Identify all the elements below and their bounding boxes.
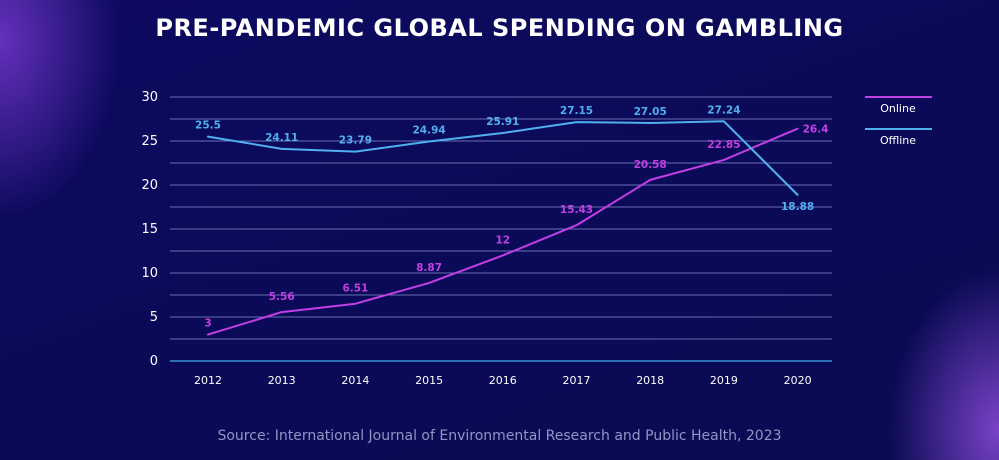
- series-line-online: [207, 127, 799, 336]
- x-tick-label: 2019: [710, 374, 738, 387]
- data-label-offline: 27.24: [707, 104, 740, 116]
- x-tick-label: 2016: [489, 374, 517, 387]
- data-label-online: 26.4: [803, 124, 829, 136]
- y-tick-label: 25: [141, 134, 158, 149]
- x-tick-label: 2020: [784, 374, 812, 387]
- data-label-offline: 24.94: [412, 125, 445, 137]
- data-label-offline: 25.91: [486, 116, 519, 128]
- data-label-offline: 27.05: [634, 106, 667, 118]
- x-tick-label: 2014: [341, 374, 369, 387]
- legend-label-offline: Offline: [880, 134, 916, 147]
- y-tick-label: 10: [141, 266, 158, 281]
- data-label-online: 22.85: [707, 139, 740, 151]
- data-label-online: 5.56: [269, 291, 295, 303]
- x-tick-label: 2012: [194, 374, 222, 387]
- x-tick-label: 2017: [563, 374, 591, 387]
- y-tick-label: 15: [141, 222, 158, 237]
- x-tick-label: 2015: [415, 374, 443, 387]
- data-label-offline: 23.79: [339, 135, 372, 147]
- data-label-online: 8.87: [416, 262, 442, 274]
- data-label-offline: 25.5: [195, 120, 221, 132]
- data-label-online: 20.58: [634, 159, 667, 171]
- x-tick-label: 2018: [636, 374, 664, 387]
- data-label-online: 3: [204, 318, 211, 330]
- chart-title: PRE-PANDEMIC GLOBAL SPENDING ON GAMBLING: [155, 14, 844, 42]
- source-note: Source: International Journal of Environ…: [217, 428, 782, 444]
- x-tick-label: 2013: [268, 374, 296, 387]
- data-label-online: 15.43: [560, 204, 593, 216]
- y-tick-label: 5: [150, 310, 158, 325]
- data-label-online: 6.51: [342, 283, 368, 295]
- series-line-offline: [207, 120, 799, 196]
- y-tick-label: 20: [141, 178, 158, 193]
- data-label-online: 12: [495, 234, 510, 246]
- data-label-offline: 27.15: [560, 105, 593, 117]
- y-tick-label: 0: [150, 354, 158, 369]
- y-tick-label: 30: [141, 90, 158, 105]
- data-label-offline: 24.11: [265, 132, 298, 144]
- data-label-offline: 18.88: [781, 201, 814, 213]
- legend-label-online: Online: [880, 102, 916, 115]
